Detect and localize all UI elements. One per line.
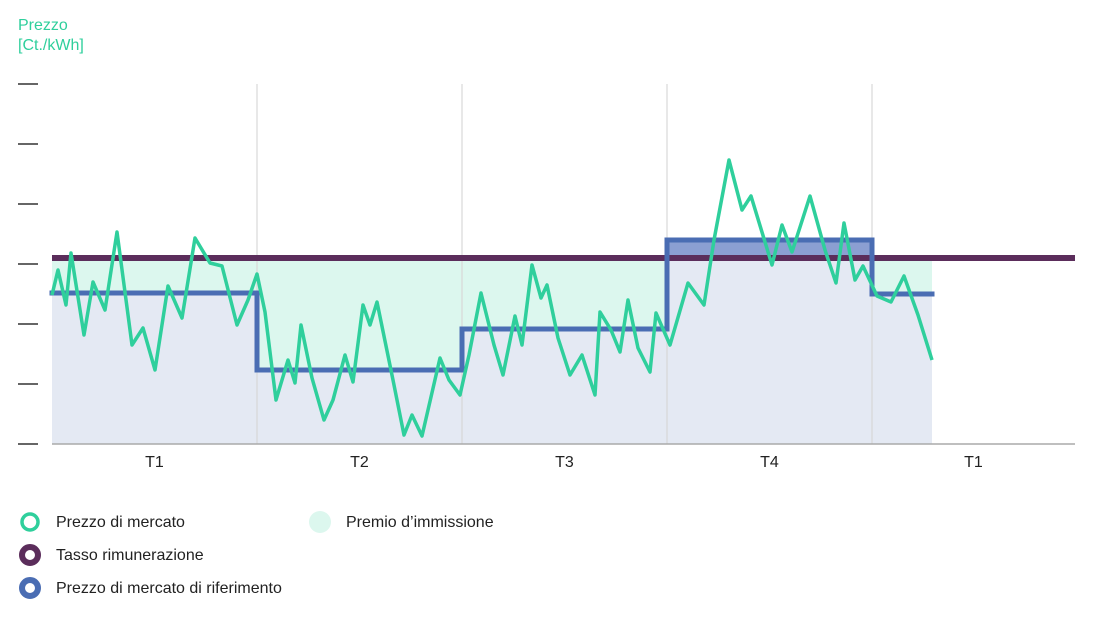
legend-swatch (19, 544, 41, 566)
x-tick-label: T1 (964, 454, 983, 471)
base-area (257, 370, 462, 444)
legend-label: Prezzo di mercato (56, 514, 185, 531)
y-axis-label: [Ct./kWh] (18, 37, 84, 54)
premium-area (872, 258, 932, 294)
y-axis-label: Prezzo (18, 17, 68, 34)
premium-area (462, 258, 667, 329)
excess-area (667, 240, 872, 258)
legend-label: Tasso rimunerazione (56, 547, 204, 564)
base-area (872, 294, 932, 444)
series-line (50, 158, 934, 438)
x-tick-label: T2 (350, 454, 369, 471)
x-tick-label: T4 (760, 454, 779, 471)
legend-swatch (309, 511, 331, 533)
legend-swatch (20, 512, 40, 532)
legend-swatch (19, 577, 41, 599)
x-tick-label: T1 (145, 454, 164, 471)
base-area (667, 240, 872, 444)
legend-label: Premio d’immissione (346, 514, 494, 531)
legend-label: Prezzo di mercato di riferimento (56, 580, 282, 597)
x-tick-label: T3 (555, 454, 574, 471)
premium-area (257, 258, 462, 370)
